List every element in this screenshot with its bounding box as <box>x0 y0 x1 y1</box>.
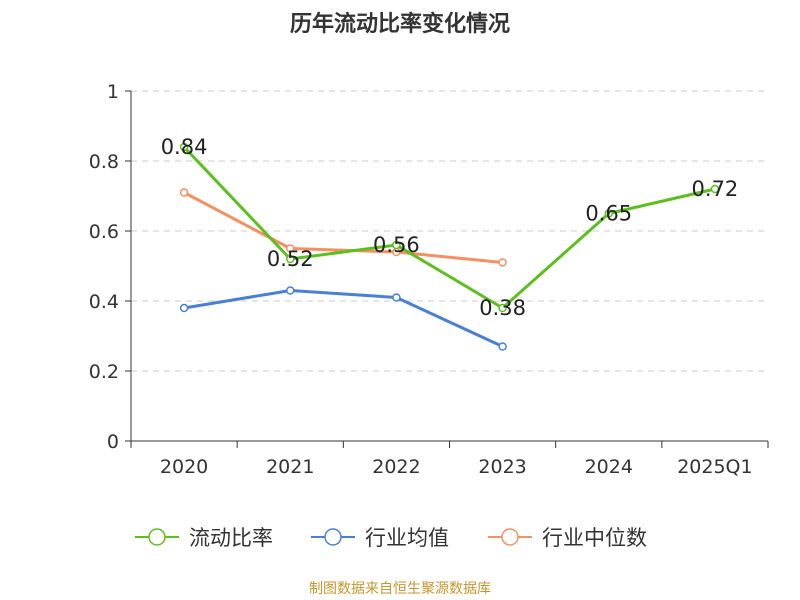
legend-marker <box>324 528 342 546</box>
data-point <box>498 258 507 267</box>
legend-label: 行业中位数 <box>542 526 647 550</box>
x-tick-label: 2023 <box>478 456 526 478</box>
data-label: 0.65 <box>585 202 632 226</box>
series-line <box>183 289 504 348</box>
data-point <box>179 188 189 197</box>
data-point <box>392 240 401 250</box>
legend-marker <box>501 528 519 546</box>
x-tick-label: 2020 <box>160 456 208 478</box>
series-line <box>183 191 503 264</box>
y-tick-label: 0.6 <box>89 221 119 243</box>
data-point <box>179 303 189 313</box>
legend-marker <box>148 528 166 546</box>
series-line <box>182 145 716 310</box>
data-point <box>392 293 401 302</box>
data-label: 0.38 <box>479 296 526 320</box>
data-point <box>710 184 720 194</box>
data-label: 0.84 <box>161 135 208 159</box>
legend-label: 流动比率 <box>189 526 273 550</box>
x-tick-label: 2024 <box>585 456 633 478</box>
y-tick-label: 0.8 <box>89 151 119 173</box>
data-point <box>498 303 507 313</box>
y-tick-label: 0 <box>107 431 119 453</box>
y-tick-label: 1 <box>107 81 119 103</box>
data-point <box>498 342 507 351</box>
data-point <box>286 244 295 253</box>
x-tick-label: 2021 <box>266 456 314 478</box>
legend-label: 行业均值 <box>365 526 449 550</box>
source-note: 制图数据来自恒生聚源数据库 <box>309 581 491 597</box>
y-tick-label: 0.2 <box>89 361 119 383</box>
x-tick-label: 2025Q1 <box>677 456 752 478</box>
data-point <box>286 254 295 264</box>
chart-title: 历年流动比率变化情况 <box>289 12 510 37</box>
data-label: 0.72 <box>692 177 739 201</box>
x-tick-label: 2022 <box>372 456 420 478</box>
y-tick-label: 0.4 <box>89 291 119 313</box>
data-point <box>604 209 613 218</box>
data-label: 0.56 <box>373 233 420 257</box>
data-label: 0.52 <box>267 247 314 271</box>
data-point <box>286 286 295 295</box>
data-point <box>179 142 189 152</box>
